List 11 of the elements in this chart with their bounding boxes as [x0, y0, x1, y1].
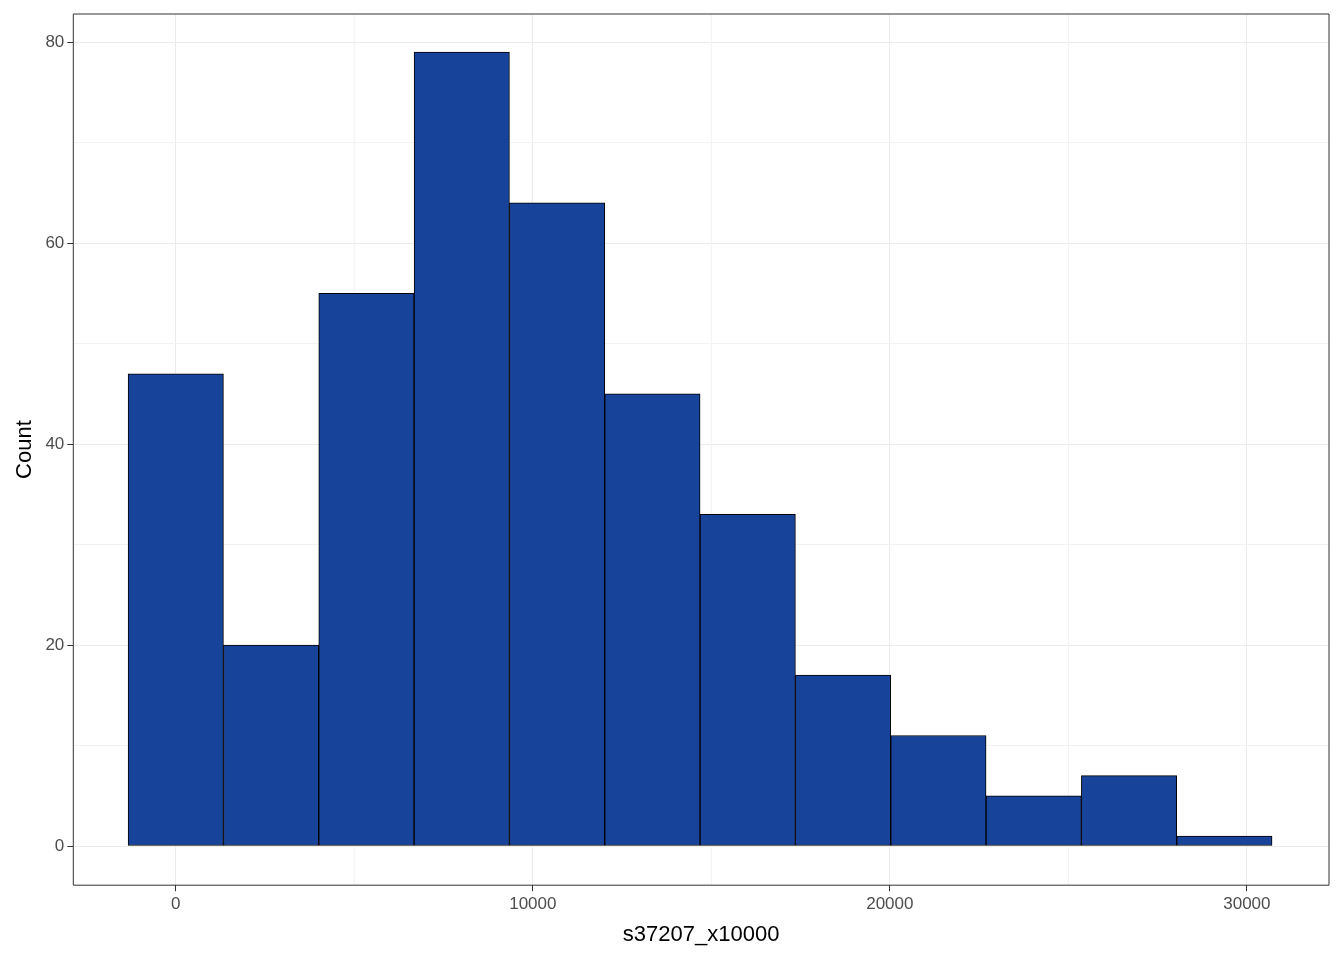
y-tick-label: 80: [45, 31, 65, 51]
x-tick-label: 30000: [1223, 894, 1271, 914]
y-axis-title: Count: [11, 420, 37, 479]
y-tick-label: 60: [45, 232, 65, 252]
x-tick-label: 10000: [509, 894, 557, 914]
x-tick-label: 20000: [866, 894, 914, 914]
y-tick-label: 40: [45, 433, 65, 453]
x-axis-title: s37207_x10000: [622, 920, 780, 946]
x-tick-label: 0: [171, 894, 181, 914]
y-tick-label: 20: [45, 634, 65, 654]
y-tick-label: 0: [54, 835, 65, 855]
